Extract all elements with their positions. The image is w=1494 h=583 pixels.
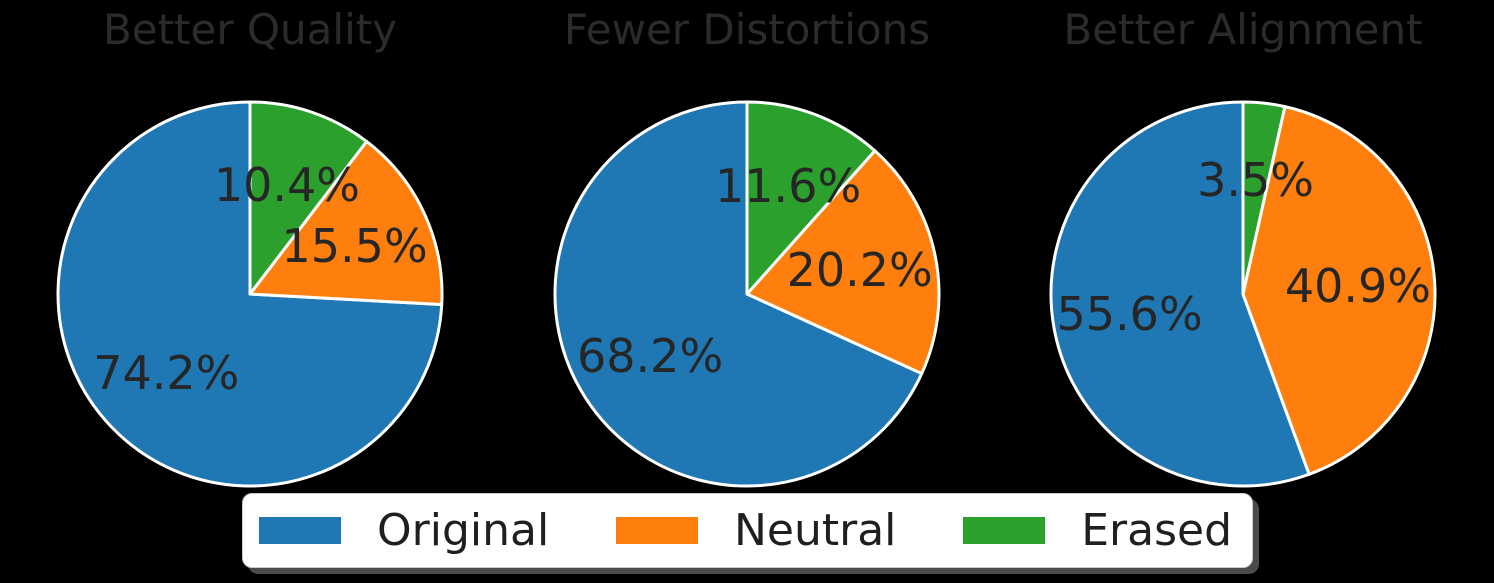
pie-wedge-original [553, 100, 924, 488]
pie-wedge-erased [745, 100, 877, 296]
percent-label-erased: 3.5% [1197, 152, 1315, 207]
legend-swatch-neutral [616, 517, 698, 544]
pie-chart-better-alignment: Better Alignment 55.6% 40.9% 3.5% [1003, 0, 1483, 583]
legend-item-neutral: Neutral [616, 504, 897, 556]
legend-swatch-erased [963, 517, 1046, 544]
percent-label-neutral: 20.2% [786, 243, 933, 298]
legend-label-erased: Erased [1081, 504, 1232, 556]
legend: Original Neutral Erased [242, 493, 1253, 568]
pie-wedge-erased [1241, 100, 1287, 296]
percent-label-neutral: 40.9% [1284, 259, 1431, 314]
percent-label-original: 68.2% [577, 329, 724, 384]
legend-swatch-original [259, 517, 341, 544]
legend-label-original: Original [377, 504, 550, 556]
percent-label-neutral: 15.5% [281, 218, 428, 273]
pie-wedge-neutral [248, 139, 444, 307]
legend-item-original: Original [259, 504, 550, 556]
percent-label-original: 74.2% [93, 346, 240, 401]
pie-better-quality [56, 100, 444, 488]
percent-label-original: 55.6% [1056, 287, 1203, 342]
legend-label-neutral: Neutral [734, 504, 897, 556]
pie-wedge-original [1049, 100, 1311, 488]
pie-better-alignment [1049, 100, 1437, 488]
pie-wedge-neutral [1241, 105, 1437, 476]
percent-label-erased: 11.6% [715, 159, 862, 214]
chart-title: Fewer Distortions [563, 5, 931, 54]
percent-label-erased: 10.4% [213, 157, 360, 212]
legend-item-erased: Erased [963, 504, 1232, 556]
chart-title: Better Quality [102, 5, 398, 54]
pie-wedge-neutral [745, 149, 941, 376]
pie-chart-better-quality: Better Quality 74.2% 15.5% 10.4% [10, 0, 490, 583]
pie-wedge-erased [248, 100, 369, 296]
chart-title: Better Alignment [1063, 5, 1423, 54]
pie-fewer-distortions [553, 100, 941, 488]
pie-chart-fewer-distortions: Fewer Distortions 68.2% 20.2% 11.6% [507, 0, 987, 583]
